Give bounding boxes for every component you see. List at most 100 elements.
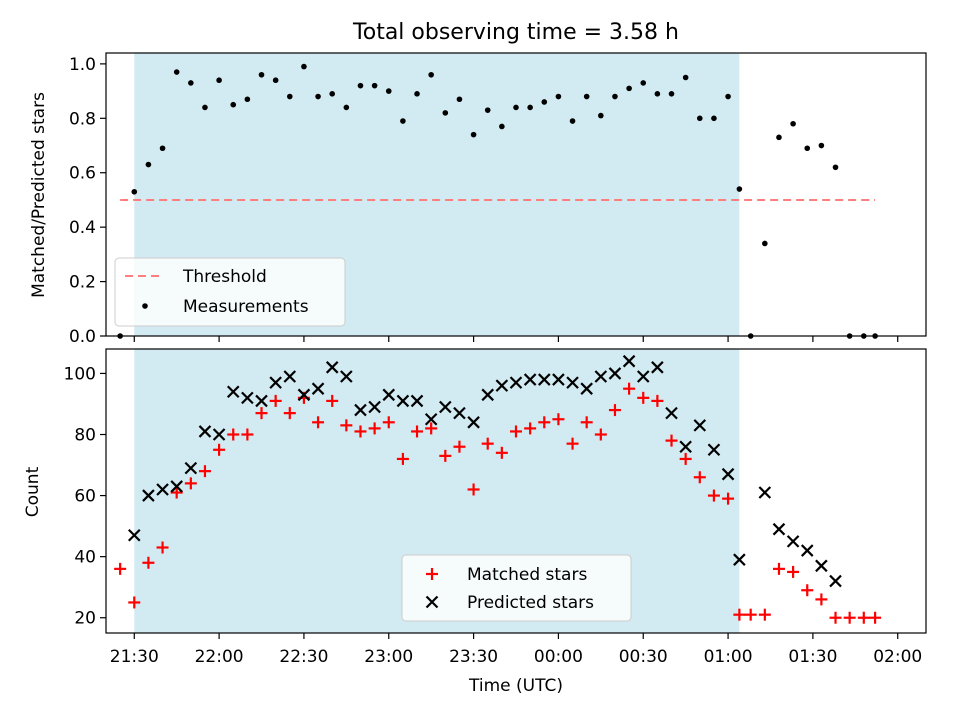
measurement-point — [541, 99, 548, 105]
measurement-point — [499, 123, 505, 130]
predicted-star-point — [255, 394, 268, 408]
predicted-star-point — [580, 382, 593, 395]
matched-stars-points — [114, 382, 882, 624]
predicted-star-point — [467, 416, 480, 429]
matched-star-point — [481, 437, 494, 450]
bottom-y-tick-label: 40 — [74, 548, 96, 568]
bottom-y-tick-label: 20 — [74, 609, 96, 629]
matched-star-point — [608, 404, 621, 417]
predicted-star-point — [481, 388, 495, 402]
legend-matched-swatch — [426, 568, 438, 580]
measurement-point — [790, 120, 796, 127]
matched-star-point — [269, 394, 282, 407]
predicted-star-point — [198, 425, 212, 438]
x-tick-label: 00:30 — [619, 647, 668, 667]
matched-star-point — [623, 382, 636, 395]
predicted-star-point — [786, 535, 800, 548]
predicted-star-point — [340, 370, 353, 383]
legend-measurements-label: Measurements — [183, 297, 309, 317]
measurement-point — [131, 188, 138, 195]
top-legend-box — [114, 257, 346, 327]
top-x-ticks — [133, 336, 899, 342]
x-tick-label: 22:30 — [279, 647, 328, 667]
predicted-star-point — [424, 412, 438, 426]
matched-star-point — [538, 416, 551, 429]
measurement-point — [640, 80, 647, 86]
measurement-point — [301, 63, 307, 70]
measurement-point — [725, 93, 731, 100]
legend-matched-label: Matched stars — [467, 565, 587, 585]
x-tick-label: 02:00 — [873, 647, 922, 667]
matched-star-point — [312, 416, 325, 429]
matched-star-point — [693, 471, 706, 484]
matched-star-point — [354, 425, 367, 438]
measurement-point — [762, 240, 768, 247]
predicted-star-point — [269, 376, 282, 389]
measurement-point — [202, 104, 208, 111]
top-plot-frame — [105, 52, 927, 337]
predicted-star-point — [212, 428, 226, 441]
matched-star-point — [733, 608, 746, 621]
predicted-star-point — [829, 574, 842, 588]
x-tick-label: 23:00 — [364, 647, 413, 667]
top-y-axis-label: Matched/Predicted stars — [29, 92, 49, 298]
measurement-point — [527, 104, 533, 111]
measurement-point — [329, 91, 336, 97]
predicted-star-point — [815, 559, 828, 573]
predicted-star-point — [721, 467, 735, 481]
matched-star-point — [801, 584, 814, 597]
matched-star-point — [594, 428, 607, 441]
matched-star-point — [283, 407, 296, 420]
legend-threshold-label: Threshold — [182, 267, 267, 287]
measurement-point — [343, 104, 350, 111]
measurement-point — [818, 142, 825, 149]
matched-star-point — [829, 611, 842, 624]
matched-star-point — [857, 611, 870, 624]
predicted-star-point — [453, 406, 466, 420]
measurement-point — [696, 115, 703, 122]
measurement-point — [442, 110, 449, 116]
measurement-point — [371, 82, 378, 89]
matched-star-point — [524, 422, 537, 435]
predicted-star-point — [651, 361, 664, 374]
predicted-star-point — [636, 370, 650, 383]
top-y-tick-label: 0.0 — [69, 327, 96, 347]
matched-star-point — [198, 465, 211, 478]
x-axis-label: Time (UTC) — [468, 676, 563, 696]
predicted-star-point — [665, 406, 678, 420]
matched-star-point — [580, 416, 593, 429]
predicted-star-point — [608, 367, 622, 380]
bottom-legend: Matched stars Predicted stars — [401, 554, 632, 622]
matched-star-point — [843, 611, 856, 624]
matched-star-point — [510, 425, 522, 438]
predicted-star-point — [354, 403, 367, 417]
matched-star-point — [869, 611, 882, 624]
bottom-panel: 20 40 60 80 100 21:30 22:00 22:30 23:00 23:30 00:… — [23, 348, 927, 696]
predicted-star-point — [127, 529, 141, 542]
top-legend: Threshold Measurements — [114, 257, 346, 327]
measurement-point — [654, 91, 661, 97]
matched-star-point — [241, 428, 254, 441]
predicted-star-point — [410, 394, 424, 408]
predicted-star-point — [368, 400, 381, 414]
predicted-star-point — [566, 376, 579, 389]
measurement-point — [484, 107, 491, 113]
predicted-star-point — [552, 373, 565, 386]
predicted-star-point — [495, 379, 509, 392]
matched-star-point — [815, 593, 828, 606]
bottom-y-axis-label: Count — [23, 466, 43, 517]
x-tick-label: 21:30 — [110, 647, 159, 667]
measurement-point — [470, 131, 477, 138]
measurement-point — [216, 77, 222, 84]
top-panel: 0.0 0.2 0.4 0.6 0.8 1.0 Matched/Predicted sta… — [29, 52, 927, 347]
matched-star-point — [772, 562, 785, 575]
measurement-point — [711, 115, 717, 122]
predicted-star-point — [800, 544, 814, 557]
matched-star-point — [439, 449, 452, 462]
matched-star-point — [566, 437, 579, 450]
measurement-point — [400, 118, 406, 124]
matched-star-point — [213, 443, 226, 456]
top-y-tick-label: 1.0 — [69, 55, 96, 75]
matched-star-point — [744, 608, 757, 621]
matched-star-point — [184, 477, 197, 490]
